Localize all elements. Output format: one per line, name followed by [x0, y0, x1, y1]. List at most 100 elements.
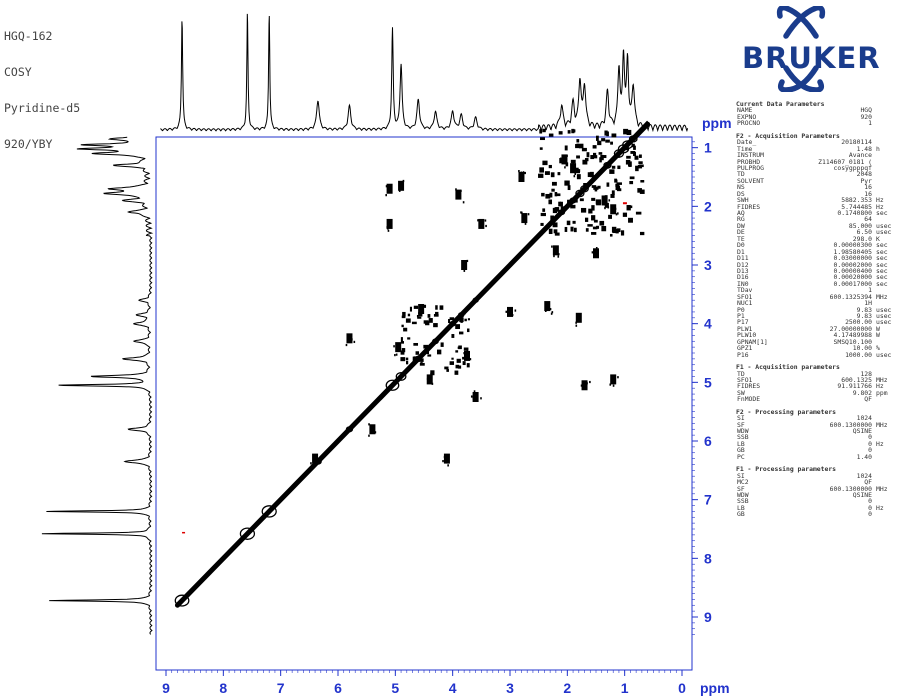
- param-unit: MHz: [876, 375, 888, 384]
- aliphatic-cluster: [638, 161, 643, 164]
- param-value: 0.00000400: [833, 266, 872, 275]
- param-name: FIDRES: [737, 202, 761, 211]
- cross-peak: [369, 424, 376, 435]
- sugar-cluster: [413, 356, 416, 361]
- param-unit: usec: [876, 305, 892, 314]
- param-value: QF: [864, 395, 872, 404]
- y-tick-label: 4: [704, 316, 712, 332]
- aliphatic-cluster: [566, 220, 571, 226]
- param-value: 1000.00: [845, 350, 872, 359]
- aliphatic-cluster: [601, 225, 607, 232]
- diagonal-peak: [449, 320, 457, 327]
- aliphatic-cluster: [582, 188, 586, 193]
- param-name: AQ: [737, 209, 745, 217]
- param-value: HGQ: [860, 106, 872, 115]
- cross-peak: [575, 312, 582, 323]
- cross-peak-contour: [579, 315, 581, 318]
- x-tick-label: 9: [162, 680, 170, 696]
- param-unit: sec: [876, 254, 888, 263]
- aliphatic-cluster: [548, 228, 553, 235]
- aliphatic-cluster: [601, 138, 606, 142]
- aliphatic-cluster: [611, 190, 615, 196]
- param-unit: sec: [876, 273, 888, 282]
- param-name: PC: [737, 452, 745, 461]
- cross-peak-contour: [566, 154, 568, 157]
- param-unit: Hz: [876, 196, 884, 205]
- param-value: 16: [864, 183, 872, 192]
- aliphatic-cluster: [604, 202, 609, 208]
- sugar-cluster: [462, 356, 467, 360]
- cross-peak-contour: [553, 254, 555, 258]
- param-value: 1.98580405: [833, 247, 872, 256]
- aliphatic-cluster: [616, 182, 622, 185]
- cross-peak-contour: [387, 229, 390, 232]
- cross-peak: [386, 218, 393, 229]
- cross-peak-contour: [459, 194, 461, 197]
- aliphatic-cluster: [585, 228, 589, 232]
- aliphatic-cluster: [595, 135, 599, 141]
- sugar-cluster: [440, 342, 444, 347]
- sugar-cluster: [459, 331, 464, 335]
- sugar-cluster: [449, 361, 455, 365]
- param-value: 0: [868, 439, 872, 448]
- x-tick-label: 1: [621, 680, 629, 696]
- param-row: IN0 0.00017000 sec: [736, 280, 904, 287]
- x-tick-label: 6: [334, 680, 342, 696]
- param-row: P1 9.83 usec: [736, 313, 904, 320]
- sugar-cluster: [466, 363, 470, 368]
- param-value: 0.03000000: [833, 254, 872, 263]
- cross-peak-contour: [557, 253, 560, 256]
- aliphatic-cluster: [609, 234, 613, 237]
- aliphatic-cluster: [574, 197, 578, 203]
- y-axis-unit: ppm: [702, 115, 732, 131]
- cross-peak-contour: [595, 246, 598, 250]
- cross-peak-contour: [443, 455, 446, 459]
- param-row: D16 0.00020000 sec: [736, 273, 904, 282]
- param-block-title: Current Data Parameters: [736, 101, 825, 108]
- aliphatic-cluster: [548, 199, 553, 205]
- cosy-spectrum: 9 8 7 6 5 4 3 2 1 0 1 2 3 4 5 6 7 8 9 ppm ppm: [41, 13, 732, 696]
- sugar-cluster: [400, 337, 403, 342]
- cross-peak-contour: [395, 353, 398, 356]
- aliphatic-cluster: [629, 176, 635, 180]
- param-unit: K: [876, 234, 880, 243]
- sugar-cluster: [457, 346, 460, 349]
- param-row: SI 1024: [736, 415, 904, 422]
- x-tick-label: 2: [563, 680, 571, 696]
- param-row: LB 0 Hz: [736, 439, 904, 448]
- y-tick-label: 5: [704, 374, 712, 390]
- aliphatic-cluster: [551, 181, 557, 186]
- cross-peak-contour: [455, 188, 457, 191]
- param-name: INSTRUM: [737, 151, 764, 160]
- sugar-cluster: [413, 342, 419, 346]
- param-unit: usec: [876, 318, 892, 327]
- param-name: P16: [737, 350, 749, 359]
- param-value: Z114607_0181 (: [818, 157, 872, 166]
- param-value: 1H: [864, 299, 872, 308]
- cross-peak-contour: [370, 427, 372, 430]
- param-name: PLW1: [737, 324, 753, 333]
- cross-peak-contour: [617, 376, 619, 379]
- diagonal-peak: [261, 505, 277, 518]
- param-value: 0.1740800: [837, 209, 872, 217]
- cross-peak-contour: [385, 194, 387, 197]
- sugar-cluster: [451, 357, 454, 360]
- sugar-cluster: [406, 360, 409, 365]
- cross-peak-contour: [593, 250, 595, 253]
- cross-peak: [593, 248, 599, 259]
- cross-peak-contour: [353, 340, 356, 344]
- aliphatic-cluster: [604, 130, 608, 136]
- param-row: PROCNO 1: [736, 120, 904, 127]
- sugar-cluster: [444, 366, 449, 370]
- param-unit: MHz: [876, 484, 888, 493]
- param-value: 1.48: [856, 144, 872, 153]
- sugar-cluster: [417, 316, 422, 319]
- aliphatic-cluster: [622, 212, 628, 217]
- cross-peak: [455, 189, 462, 200]
- aliphatic-cluster: [580, 207, 587, 213]
- sugar-cluster: [403, 327, 408, 332]
- aliphatic-cluster: [554, 232, 560, 236]
- sugar-cluster: [458, 345, 462, 350]
- param-name: SFO1: [737, 292, 753, 301]
- aliphatic-cluster: [573, 227, 577, 233]
